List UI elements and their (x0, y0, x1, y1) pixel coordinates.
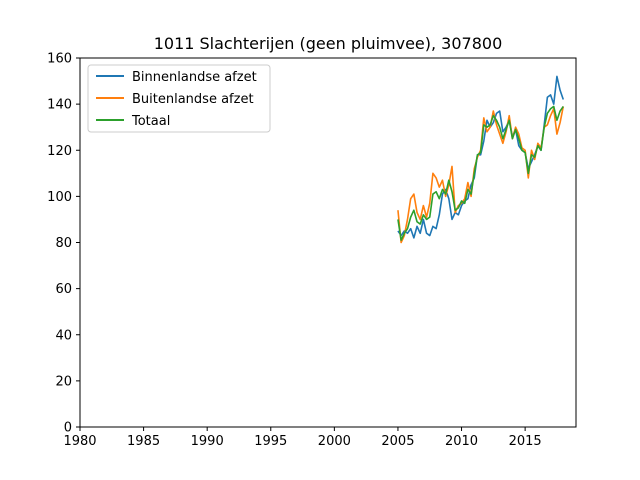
y-tick-label: 40 (55, 328, 72, 343)
chart-title: 1011 Slachterijen (geen pluimvee), 30780… (154, 34, 503, 53)
x-tick-label: 2000 (318, 434, 351, 449)
legend-label: Buitenlandse afzet (132, 92, 254, 107)
legend-box (87, 64, 271, 133)
y-tick-label: 60 (55, 282, 72, 297)
x-tick-label: 2015 (509, 434, 542, 449)
legend: Binnenlandse afzet Buitenlandse afzet Tota… (87, 64, 271, 133)
y-tick-label: 0 (64, 421, 72, 436)
x-tick-label: 1980 (63, 434, 96, 449)
series-line-2 (397, 105, 564, 241)
x-tick-label: 1990 (191, 434, 224, 449)
x-tick-label: 1985 (127, 434, 160, 449)
x-tick-label: 2010 (445, 434, 478, 449)
x-tick-label: 2005 (381, 434, 414, 449)
plot-area: 1980 1985 1990 1995 2000 2005 2010 2015 0 20 40 60 8… (47, 52, 577, 449)
legend-label: Totaal (131, 114, 170, 129)
legend-label: Binnenlandse afzet (132, 70, 257, 85)
y-tick-label: 80 (55, 236, 72, 251)
y-tick-label: 120 (47, 144, 72, 159)
y-tick-label: 20 (55, 374, 72, 389)
y-tick-label: 100 (47, 190, 72, 205)
y-tick-label: 140 (47, 98, 72, 113)
y-tick-label: 160 (47, 52, 72, 67)
x-tick-label: 1995 (254, 434, 287, 449)
